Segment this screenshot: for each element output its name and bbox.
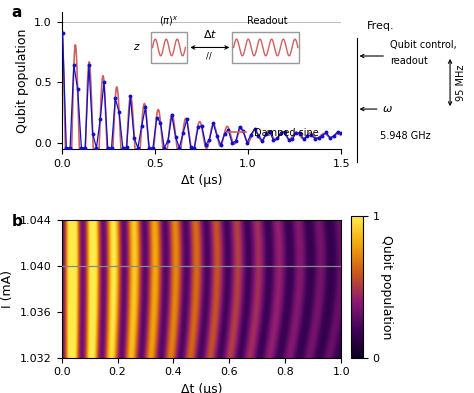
Text: b: b: [11, 213, 22, 229]
Text: Qubit control,: Qubit control,: [390, 40, 456, 50]
Text: a: a: [11, 5, 22, 20]
Text: 5.948 GHz: 5.948 GHz: [380, 130, 430, 141]
Y-axis label: Qubit population: Qubit population: [16, 28, 29, 132]
Y-axis label: I (mA): I (mA): [1, 270, 15, 308]
Text: $\omega$: $\omega$: [382, 104, 393, 114]
Legend: Damped sine: Damped sine: [223, 124, 322, 141]
X-axis label: Δt (μs): Δt (μs): [181, 174, 222, 187]
Y-axis label: Qubit population: Qubit population: [380, 235, 393, 339]
Text: 95 MHz: 95 MHz: [456, 64, 466, 101]
Text: readout: readout: [390, 56, 428, 66]
X-axis label: Δt (μs): Δt (μs): [181, 383, 222, 393]
Text: Freq.: Freq.: [367, 20, 394, 31]
